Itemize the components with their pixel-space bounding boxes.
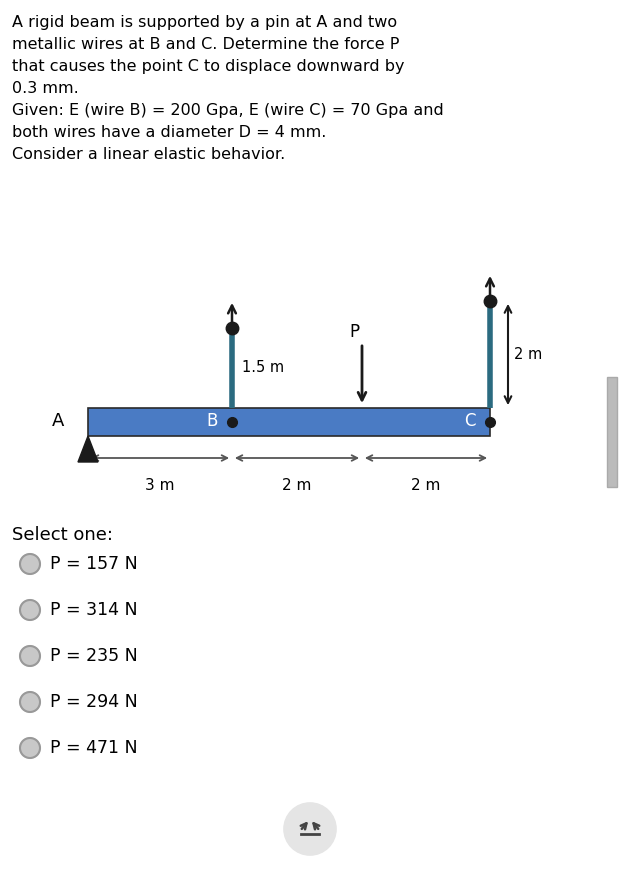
Circle shape (284, 803, 336, 855)
Bar (88, 408, 490, 436)
Circle shape (20, 600, 40, 620)
Text: both wires have a diameter D = 4 mm.: both wires have a diameter D = 4 mm. (12, 125, 327, 140)
Text: Given: E (wire B) = 200 Gpa, E (wire C) = 70 Gpa and: Given: E (wire B) = 200 Gpa, E (wire C) … (12, 103, 444, 118)
Text: P: P (349, 323, 359, 341)
Text: 3 m: 3 m (145, 478, 175, 493)
Text: A: A (52, 412, 64, 430)
Text: Consider a linear elastic behavior.: Consider a linear elastic behavior. (12, 147, 285, 162)
Text: metallic wires at B and C. Determine the force P: metallic wires at B and C. Determine the… (12, 37, 399, 52)
Text: 2 m: 2 m (514, 347, 542, 362)
Polygon shape (78, 436, 98, 462)
Text: 2 m: 2 m (283, 478, 312, 493)
Text: B: B (207, 412, 218, 430)
Circle shape (20, 738, 40, 758)
Text: P = 235 N: P = 235 N (50, 647, 138, 665)
Circle shape (20, 554, 40, 574)
Text: 2 m: 2 m (411, 478, 441, 493)
Text: Select one:: Select one: (12, 526, 113, 544)
Text: C: C (465, 412, 476, 430)
Text: P = 157 N: P = 157 N (50, 555, 138, 573)
Text: 0.3 mm.: 0.3 mm. (12, 81, 79, 96)
Circle shape (20, 646, 40, 666)
Text: P = 471 N: P = 471 N (50, 739, 138, 757)
Text: 1.5 m: 1.5 m (242, 360, 284, 375)
Text: that causes the point C to displace downward by: that causes the point C to displace down… (12, 59, 404, 74)
Circle shape (20, 692, 40, 712)
Bar (607, 377, 617, 487)
Text: P = 294 N: P = 294 N (50, 693, 138, 711)
Text: A rigid beam is supported by a pin at A and two: A rigid beam is supported by a pin at A … (12, 15, 397, 30)
Text: P = 314 N: P = 314 N (50, 601, 138, 619)
